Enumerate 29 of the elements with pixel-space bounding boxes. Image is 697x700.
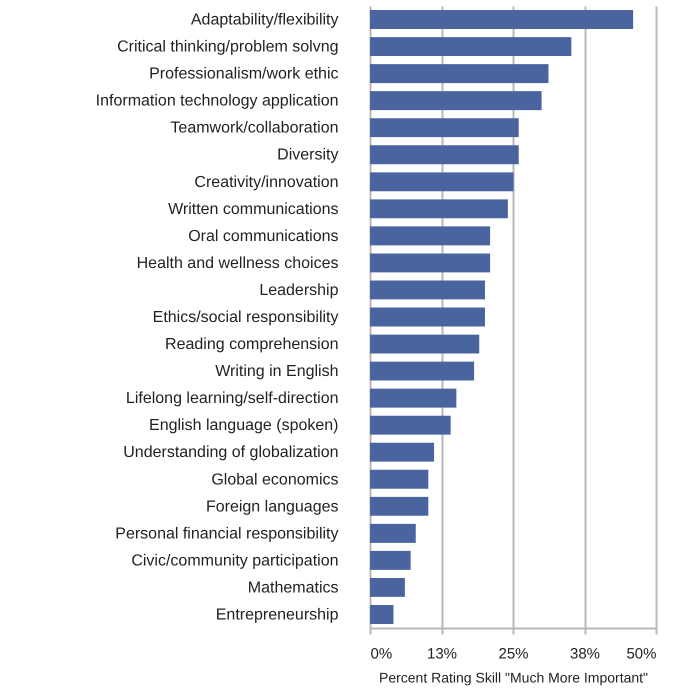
x-tick-label: 50%: [626, 646, 656, 662]
y-tick-label: Ethics/social responsibility: [152, 309, 338, 326]
y-tick-label: Health and wellness choices: [136, 254, 338, 272]
y-tick-label: Foreign languages: [206, 498, 338, 516]
y-tick-label: Teamwork/collaboration: [170, 120, 338, 137]
x-tick-label: 13%: [426, 646, 458, 662]
y-tick-label: Understanding of globalization: [123, 444, 338, 462]
y-tick-label: Critical thinking/problem solvng: [117, 38, 338, 56]
y-tick-label: English language (spoken): [149, 417, 338, 434]
y-tick-label: Civic/community participation: [131, 552, 338, 570]
y-tick-label: Creativity/innovation: [194, 174, 338, 191]
y-tick-label: Oral communications: [188, 228, 338, 245]
y-tick-label: Diversity: [277, 146, 338, 164]
y-tick-label: Leadership: [259, 282, 339, 299]
y-tick-label: Writing in English: [215, 363, 338, 380]
y-tick-label: Reading comprehension: [165, 336, 338, 354]
x-tick-label: 25%: [498, 646, 529, 662]
x-tick-label: 38%: [570, 646, 600, 662]
y-tick-label: Personal financial responsibility: [115, 525, 338, 542]
y-tick-label: Lifelong learning/self-direction: [126, 390, 338, 408]
y-tick-label: Global economics: [211, 471, 338, 488]
y-tick-label: Written communications: [168, 200, 338, 218]
y-tick-label: Entrepreneurship: [216, 606, 339, 624]
y-tick-label: Information technology application: [96, 92, 338, 110]
x-axis-title: Percent Rating Skill "Much More Important": [378, 670, 648, 686]
x-tick-label: 0%: [370, 646, 392, 662]
y-tick-label: Mathematics: [248, 579, 338, 596]
y-tick-label: Professionalism/work ethic: [149, 66, 338, 83]
y-tick-label: Adaptability/flexibility: [190, 12, 338, 29]
